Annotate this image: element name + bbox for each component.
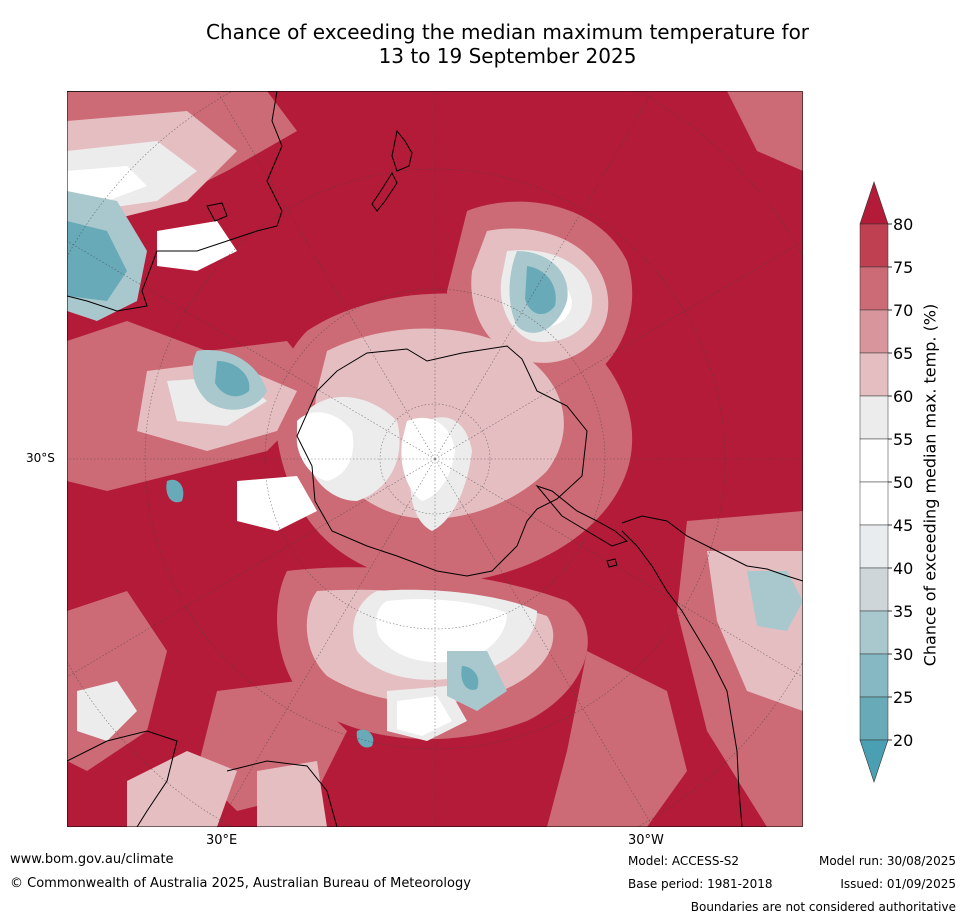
new-zealand-coast — [391, 129, 413, 172]
footer-url: www.bom.gov.au/climate — [10, 852, 174, 867]
footer-base-period: Base period: 1981-2018 — [628, 877, 773, 891]
map-canvas — [67, 91, 803, 827]
south-america-coast — [621, 515, 803, 582]
colorbar-tick-label: 35 — [893, 602, 913, 621]
colorbar-tick-label: 50 — [893, 473, 913, 492]
colorbar-tick-label: 75 — [893, 258, 913, 277]
colorbar-tick-label: 65 — [893, 344, 913, 363]
colorbar-segment — [859, 481, 889, 526]
colorbar-segment — [859, 567, 889, 612]
colorbar-segment — [859, 352, 889, 397]
title-line-1: Chance of exceeding the median maximum t… — [205, 20, 810, 44]
band-20 — [67, 221, 556, 748]
footer-issued: Issued: 01/09/2025 — [840, 877, 956, 891]
colorbar-tick-label: 40 — [893, 559, 913, 578]
colorbar-tick-label: 60 — [893, 387, 913, 406]
footer-model: Model: ACCESS-S2 — [628, 854, 740, 868]
africa-coast — [67, 730, 178, 827]
longitude-label-30w: 30°W — [628, 833, 664, 848]
title-line-2: 13 to 19 September 2025 — [378, 44, 637, 68]
graticule — [67, 91, 803, 827]
footer-copyright: © Commonwealth of Australia 2025, Austra… — [10, 876, 471, 891]
colorbar-segment — [859, 438, 889, 483]
colorbar-segment — [859, 223, 889, 268]
colorbar-tick-label: 70 — [893, 301, 913, 320]
footer-model-run: Model run: 30/08/2025 — [818, 854, 956, 868]
colorbar-segment — [859, 309, 889, 354]
antarctic-peninsula — [535, 484, 629, 547]
colorbar-segment — [859, 696, 889, 741]
colorbar: 80 75 70 65 60 55 50 45 40 35 30 25 20 — [859, 181, 913, 783]
colorbar-tick-label: 20 — [893, 731, 913, 750]
map-title: Chance of exceeding the median maximum t… — [150, 20, 865, 68]
falklands-coast — [606, 558, 618, 568]
latitude-label-30s: 30°S — [26, 451, 55, 465]
colorbar-segment — [859, 266, 889, 311]
colorbar-segment — [859, 610, 889, 655]
new-zealand-south-coast — [371, 171, 398, 212]
colorbar-under-arrow — [859, 739, 889, 783]
colorbar-tick-label: 45 — [893, 516, 913, 535]
coastlines — [67, 91, 803, 827]
antarctica-coast — [296, 345, 588, 577]
south-america-west-coast — [621, 530, 743, 827]
colorbar-tick-label: 55 — [893, 430, 913, 449]
longitude-label-30e: 30°E — [206, 833, 238, 848]
australia-coast — [67, 91, 283, 312]
colorbar-tick-label: 30 — [893, 645, 913, 664]
colorbar-tick-label: 25 — [893, 688, 913, 707]
probability-map — [67, 91, 803, 827]
africa-south-coast — [226, 760, 338, 827]
footer-boundaries-note: Boundaries are not considered authoritat… — [690, 900, 956, 914]
colorbar-tick-label: 80 — [893, 215, 913, 234]
map-frame — [67, 91, 803, 827]
colorbar-segment — [859, 395, 889, 440]
colorbar-title: Chance of exceeding median max. temp. (%… — [920, 303, 940, 667]
colorbar-segment — [859, 524, 889, 569]
colorbar-over-arrow — [859, 181, 889, 225]
colorbar-segment — [859, 653, 889, 698]
tasmania-coast — [206, 202, 228, 222]
